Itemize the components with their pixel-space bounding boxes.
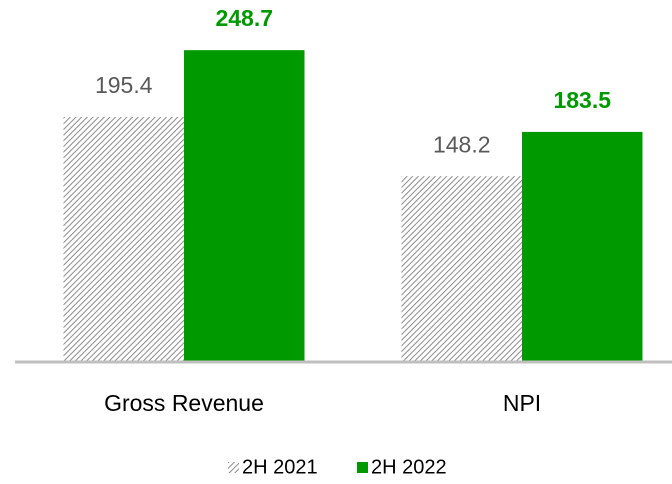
- legend-swatch: [228, 462, 239, 473]
- legend-swatch: [357, 462, 368, 473]
- value-label: 183.5: [553, 87, 611, 113]
- x-tick-label: NPI: [503, 390, 541, 416]
- bar: [63, 116, 184, 362]
- x-tick-label: Gross Revenue: [104, 390, 264, 416]
- legend-label: 2H 2021: [242, 456, 318, 478]
- legend-label: 2H 2022: [371, 456, 447, 478]
- value-label: 195.4: [95, 72, 153, 98]
- value-label: 148.2: [433, 131, 491, 157]
- bar: [401, 176, 522, 362]
- bar: [522, 131, 643, 362]
- value-label: 248.7: [215, 5, 273, 31]
- bar: [184, 50, 305, 363]
